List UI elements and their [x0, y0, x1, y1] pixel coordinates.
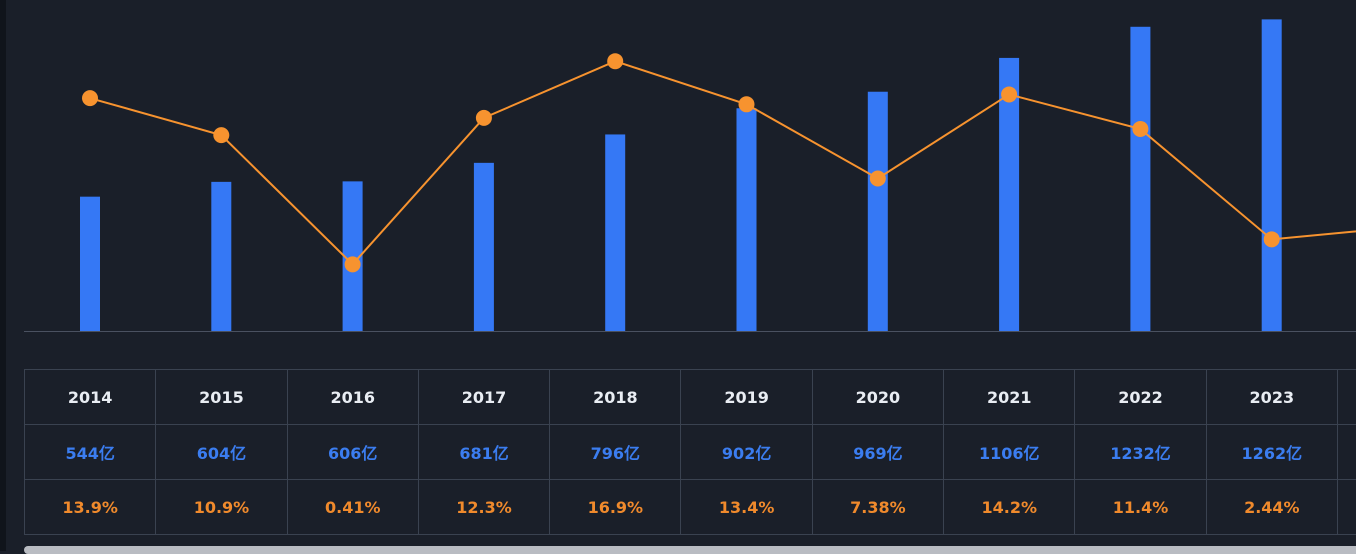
growth-cell: 12.3%: [419, 480, 551, 534]
growth-cell: 0.41%: [288, 480, 419, 534]
growth-point-2018[interactable]: [607, 53, 624, 70]
value-cell: 1262亿: [1206, 425, 1338, 480]
year-cell: 2015: [156, 370, 288, 425]
bar-2020[interactable]: [867, 91, 888, 331]
value-cell: 969亿: [812, 425, 945, 480]
bar-line-chart: [24, 19, 1356, 332]
empty-cell: [1337, 370, 1356, 425]
growth-point-2022[interactable]: [1132, 120, 1149, 137]
empty-cell: [1337, 425, 1356, 480]
growth-point-2021[interactable]: [1001, 86, 1018, 103]
empty-cell: [1338, 480, 1356, 534]
value-cell: 1106亿: [944, 425, 1076, 480]
horizontal-scrollbar[interactable]: [24, 546, 1356, 554]
growth-cell: 11.4%: [1075, 480, 1207, 534]
value-cell: 681亿: [418, 425, 551, 480]
growth-point-2019[interactable]: [738, 96, 755, 113]
year-cell: 2018: [550, 370, 682, 425]
bar-2014[interactable]: [80, 196, 100, 331]
growth-rate-points: [82, 53, 1280, 273]
growth-cell: 13.4%: [681, 480, 813, 534]
growth-cell: 14.2%: [944, 480, 1076, 534]
value-cell: 604亿: [156, 425, 288, 480]
year-cell: 2023: [1206, 370, 1338, 425]
value-cell: 1232亿: [1075, 425, 1207, 480]
year-cell: 2017: [418, 370, 551, 425]
data-table: 2014 2015 2016 2017 2018 2019 2020 2021 2022 2023…: [24, 369, 1356, 535]
year-cell: 2019: [681, 370, 813, 425]
bar-2021[interactable]: [999, 57, 1020, 331]
growth-point-2016[interactable]: [344, 256, 361, 273]
growth-point-2020[interactable]: [869, 170, 886, 187]
bar-2018[interactable]: [605, 134, 626, 331]
bar-2015[interactable]: [211, 181, 232, 331]
value-cell: 796亿: [550, 425, 682, 480]
growth-point-2015[interactable]: [213, 127, 230, 144]
bar-2023[interactable]: [1261, 19, 1282, 331]
year-cell: 2020: [812, 370, 945, 425]
growth-cell: 16.9%: [550, 480, 682, 534]
value-cell: 544亿: [25, 425, 157, 480]
growth-cell: 2.44%: [1207, 480, 1338, 534]
bar-series: [80, 19, 1282, 331]
growth-cell: 7.38%: [813, 480, 945, 534]
year-cell: 2014: [25, 370, 157, 425]
bar-2022[interactable]: [1130, 26, 1151, 331]
value-cell: 902亿: [681, 425, 813, 480]
growth-cell: 10.9%: [156, 480, 288, 534]
year-cell: 2016: [287, 370, 419, 425]
growth-cell: 13.9%: [25, 480, 157, 534]
value-cell: 606亿: [287, 425, 419, 480]
year-cell: 2022: [1075, 370, 1207, 425]
growth-point-2014[interactable]: [82, 90, 98, 107]
bar-2017[interactable]: [473, 162, 494, 331]
growth-point-2023[interactable]: [1263, 231, 1280, 248]
growth-point-2017[interactable]: [475, 109, 492, 126]
year-cell: 2021: [944, 370, 1076, 425]
bar-2016[interactable]: [342, 181, 363, 331]
bar-2019[interactable]: [736, 108, 757, 331]
growth-rate-line: [89, 60, 1356, 266]
left-edge-strip: [0, 0, 6, 551]
